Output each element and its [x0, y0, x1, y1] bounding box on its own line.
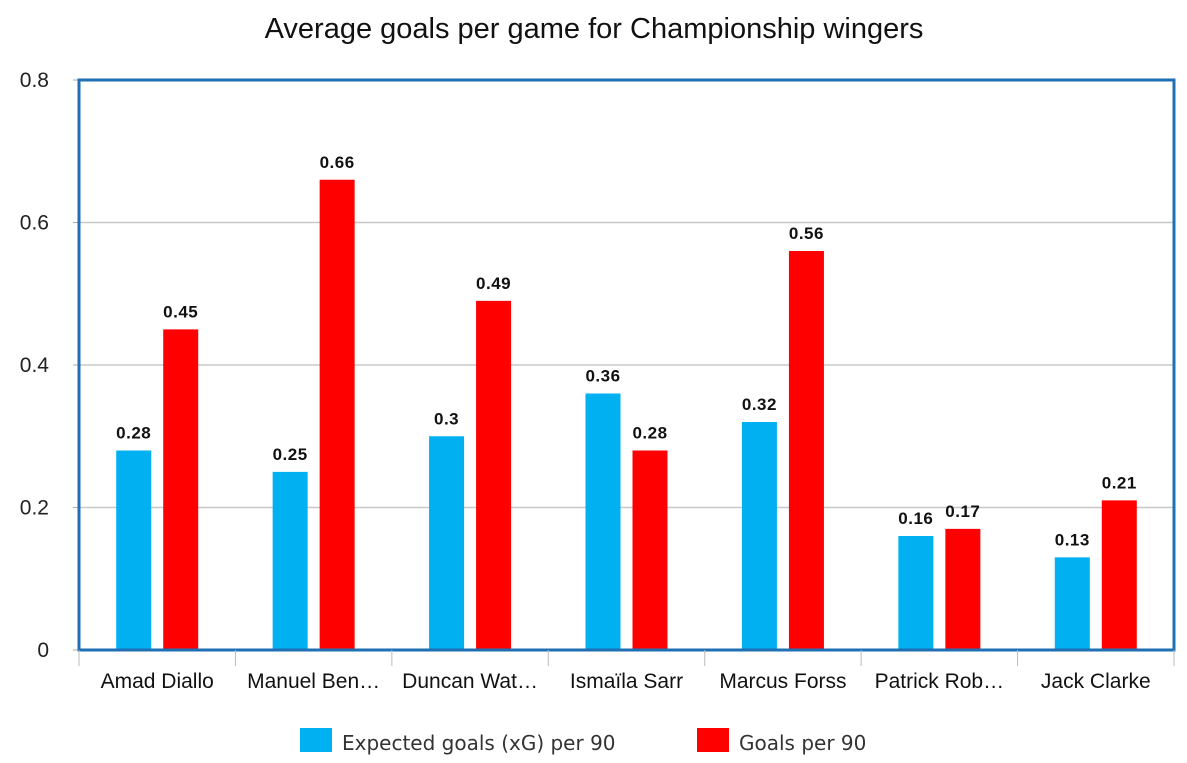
- bar-xg: [429, 436, 465, 650]
- data-label: 0.28: [116, 424, 151, 443]
- x-tick-label: Patrick Rob…: [875, 670, 1005, 693]
- y-tick-label: 0.2: [20, 497, 49, 520]
- bar-goals: [945, 528, 981, 650]
- y-axis-ticks: 0 0.2 0.4 0.6 0.8: [20, 69, 79, 662]
- bar-xg: [898, 536, 934, 650]
- bar-goals: [319, 179, 355, 650]
- y-tick-label: 0.6: [20, 212, 49, 235]
- x-tick-label: Manuel Ben…: [247, 670, 380, 693]
- bar-goals: [1101, 500, 1137, 650]
- gridlines: [79, 221, 1174, 509]
- data-label: 0.56: [789, 224, 824, 243]
- legend-label: Expected goals (xG) per 90: [342, 731, 616, 755]
- legend-swatch: [300, 728, 332, 752]
- legend-swatch: [697, 728, 729, 752]
- data-label: 0.45: [163, 302, 198, 321]
- data-label: 0.3: [434, 409, 459, 428]
- bar-goals: [788, 251, 824, 650]
- data-label: 0.16: [898, 509, 933, 528]
- data-label: 0.28: [632, 424, 667, 443]
- y-tick-label: 0.4: [20, 354, 50, 377]
- bar-goals: [163, 329, 199, 650]
- x-tick-label: Amad Diallo: [101, 670, 214, 693]
- bars: [116, 179, 1137, 650]
- bar-xg: [272, 471, 308, 650]
- data-label: 0.13: [1055, 530, 1090, 549]
- bar-xg: [741, 422, 777, 650]
- chart-title: Average goals per game for Championship …: [265, 13, 924, 45]
- bar-goals: [632, 450, 668, 650]
- x-tick-label: Jack Clarke: [1041, 670, 1151, 693]
- bar-xg: [116, 450, 152, 650]
- data-label: 0.32: [742, 395, 777, 414]
- data-label: 0.36: [585, 367, 620, 386]
- data-labels: 0.28 0.45 0.25 0.66 0.3 0.49 0.36 0.28 0.32 0.56 0…: [116, 153, 1137, 550]
- bar-xg: [1054, 557, 1090, 650]
- x-tick-label: Duncan Wat…: [402, 670, 538, 693]
- data-label: 0.25: [273, 445, 308, 464]
- data-label: 0.17: [945, 502, 980, 521]
- x-axis-ticks: Amad Diallo Manuel Ben… Duncan Wat… Ismaïla…: [78, 650, 1175, 693]
- y-tick-label: 0.8: [20, 69, 49, 92]
- bar-xg: [585, 393, 621, 650]
- data-label: 0.66: [320, 153, 355, 172]
- plot-area-border: [77, 78, 1176, 652]
- legend-label: Goals per 90: [739, 731, 866, 755]
- y-tick-label: 0: [37, 639, 49, 662]
- legend: Expected goals (xG) per 90 Goals per 90: [300, 728, 866, 755]
- bar-goals: [476, 300, 512, 650]
- x-tick-label: Ismaïla Sarr: [570, 670, 683, 693]
- data-label: 0.49: [476, 274, 511, 293]
- x-tick-label: Marcus Forss: [719, 670, 846, 693]
- data-label: 0.21: [1102, 473, 1137, 492]
